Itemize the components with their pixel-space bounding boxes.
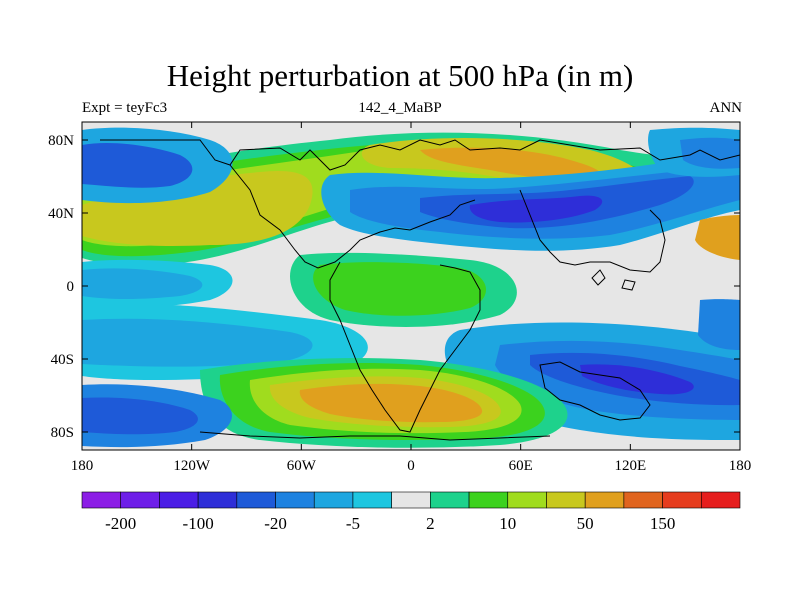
sw-trough-core	[82, 397, 198, 435]
colorbar-box	[352, 491, 392, 509]
colorbar-label: 2	[426, 514, 435, 533]
height-field	[82, 122, 740, 450]
colorbar-label: -5	[346, 514, 360, 533]
colorbar-box	[546, 491, 586, 509]
lon-tick-label: 120W	[173, 458, 211, 474]
plot-title: Height perturbation at 500 hPa (in m)	[166, 58, 634, 93]
colorbar-box	[507, 491, 547, 509]
colorbar-label: -200	[105, 514, 136, 533]
experiment-label: Expt = teyFc3	[82, 100, 168, 116]
lat-tick-label: 80N	[48, 133, 74, 149]
lon-tick-label: 180	[71, 458, 94, 474]
nh-low-arctic-core	[680, 137, 740, 169]
sh-trough-far-east	[698, 299, 740, 350]
lat-tick-label: 80S	[51, 425, 74, 441]
sh-ridge-orange	[299, 383, 483, 423]
sh-trough-band-core	[82, 318, 313, 367]
lon-tick-label: 60W	[287, 458, 317, 474]
time-label: 142_4_MaBP	[358, 100, 442, 116]
nh-low-asia-deep	[469, 195, 603, 223]
lon-tick-label: 60E	[509, 458, 533, 474]
longitude-axis: 180 120W 60W 0 60E 120E 180	[71, 122, 752, 474]
colorbar-box	[662, 491, 702, 509]
colorbar-box	[81, 491, 122, 509]
season-label: ANN	[709, 100, 743, 116]
lon-tick-label: 120E	[614, 458, 646, 474]
lon-tick-label: 180	[729, 458, 752, 474]
colorbar-box	[275, 491, 315, 509]
colorbar-label: 50	[577, 514, 594, 533]
nh-low-pacific-west-core	[82, 143, 193, 188]
colorbar-box	[584, 491, 625, 509]
colorbar-box	[197, 491, 238, 509]
latitude-axis: 80N 40N 0 40S 80S	[48, 133, 740, 441]
tropics-blue-west-core	[82, 268, 203, 299]
colorbar-box	[313, 491, 354, 509]
colorbar-label: -100	[183, 514, 214, 533]
sh-trough-east-deep	[580, 364, 694, 395]
colorbar-box	[391, 491, 431, 509]
tropics-green-africa-core	[313, 262, 487, 316]
lat-tick-label: 40S	[51, 352, 74, 368]
colorbar-label: 150	[650, 514, 676, 533]
colorbar-box	[430, 491, 470, 509]
lon-tick-label: 0	[407, 458, 415, 474]
colorbar-box	[159, 491, 199, 509]
nh-ridge-east-orange	[420, 147, 602, 181]
colorbar-label: -20	[264, 514, 287, 533]
colorbar-box	[120, 491, 160, 509]
colorbar-box	[236, 491, 276, 509]
colorbar-box	[623, 491, 663, 509]
colorbar-label: 10	[499, 514, 516, 533]
colorbar-box	[700, 491, 741, 509]
ne-pacific-ridge	[695, 215, 740, 260]
colorbar-box	[468, 491, 509, 509]
coastlines	[100, 139, 740, 441]
colorbar: -200 -100 -20 -5 2 10 50 150	[81, 491, 741, 533]
lat-tick-label: 40N	[48, 206, 74, 222]
lat-tick-label: 0	[67, 279, 75, 295]
